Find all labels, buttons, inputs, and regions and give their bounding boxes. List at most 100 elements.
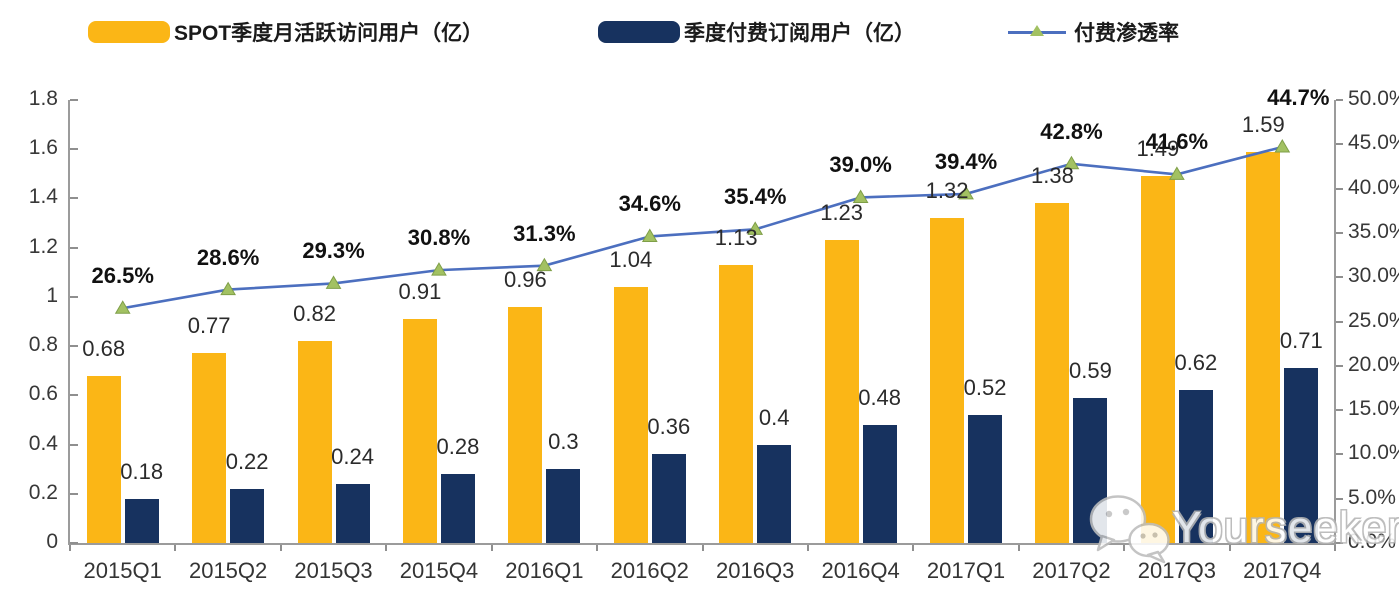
mau-value-label: 0.68 bbox=[82, 335, 126, 361]
y-axis-tick bbox=[70, 345, 78, 348]
x-axis-tick-label: 2015Q2 bbox=[188, 558, 268, 583]
mau-value-label: 1.23 bbox=[820, 200, 864, 226]
x-axis-line bbox=[68, 543, 1335, 545]
y-axis-tick-label: 1.2 bbox=[28, 234, 58, 258]
x-axis-tick-label: 2016Q3 bbox=[716, 558, 795, 583]
y-axis-tick-label-right: 25.0% bbox=[1348, 308, 1399, 332]
triangle-marker bbox=[325, 275, 342, 289]
x-axis-tick-label: 2017Q4 bbox=[1243, 558, 1322, 583]
triangle-marker bbox=[641, 228, 658, 242]
bar-sub bbox=[124, 498, 159, 543]
y-axis-tick-label: 0 bbox=[46, 530, 58, 553]
y-axis-tick-label-right: 0.0% bbox=[1348, 530, 1396, 553]
bar-sub bbox=[757, 444, 792, 543]
x-axis-tick bbox=[1228, 545, 1231, 551]
y-axis-tick bbox=[70, 148, 78, 151]
y-axis-tick bbox=[70, 542, 78, 544]
y-axis-tick bbox=[70, 197, 78, 200]
y-axis-tick bbox=[70, 295, 78, 298]
penetration-label: 30.8% bbox=[407, 225, 471, 251]
y-axis-tick-label: 0.4 bbox=[28, 431, 58, 455]
bar-mau bbox=[613, 287, 648, 543]
mau-value-label: 1.04 bbox=[609, 247, 653, 273]
watermark: Yourseeker bbox=[1086, 492, 1399, 564]
sub-value-label: 0.71 bbox=[1279, 328, 1323, 354]
y-axis-tick-right bbox=[1336, 542, 1343, 544]
sub-value-label: 0.62 bbox=[1174, 350, 1218, 376]
y-axis-tick-right bbox=[1336, 497, 1343, 500]
y-axis-tick-label-right: 10.0% bbox=[1348, 441, 1399, 465]
y-axis-tick-label: 1.6 bbox=[28, 136, 58, 160]
y-axis-tick-right bbox=[1336, 187, 1343, 190]
x-axis-tick bbox=[806, 545, 809, 551]
x-axis-tick bbox=[1334, 545, 1336, 551]
y-axis-tick bbox=[70, 492, 78, 495]
x-axis-tick bbox=[1017, 545, 1020, 551]
y-axis-tick-right bbox=[1336, 409, 1343, 412]
bar-sub bbox=[335, 483, 370, 543]
y-axis-tick-right bbox=[1336, 99, 1343, 101]
x-axis-tick bbox=[596, 545, 599, 551]
x-axis-tick bbox=[912, 545, 915, 551]
x-axis-tick bbox=[279, 545, 282, 551]
bar-sub bbox=[230, 488, 265, 543]
x-axis-tick-label: 2016Q2 bbox=[610, 558, 689, 583]
penetration-label: 39.0% bbox=[829, 152, 892, 178]
sub-value-label: 0.3 bbox=[548, 429, 579, 455]
mau-value-label: 0.82 bbox=[293, 301, 336, 327]
penetration-label: 42.8% bbox=[1040, 118, 1103, 144]
sub-value-label: 0.22 bbox=[225, 448, 269, 474]
sub-value-label: 0.4 bbox=[758, 404, 790, 430]
bar-mau bbox=[192, 353, 227, 543]
y-axis-tick-right bbox=[1336, 276, 1343, 279]
y-axis-tick-right bbox=[1336, 453, 1343, 456]
bar-sub bbox=[651, 454, 686, 543]
y-axis-tick-label: 0.8 bbox=[28, 333, 58, 357]
penetration-label: 29.3% bbox=[302, 238, 365, 264]
legend-triangle-marker-icon bbox=[1030, 25, 1044, 36]
y-axis-tick-label-right: 20.0% bbox=[1348, 352, 1399, 376]
triangle-marker bbox=[220, 281, 236, 296]
mau-value-label: 1.38 bbox=[1031, 163, 1074, 189]
y-axis-tick-label: 0.2 bbox=[28, 480, 58, 504]
y-axis-tick-right bbox=[1336, 364, 1343, 367]
y-axis-tick-label-right: 50.0% bbox=[1348, 87, 1399, 110]
y-axis-tick bbox=[70, 443, 78, 446]
x-axis-tick-label: 2015Q3 bbox=[294, 558, 373, 583]
legend-swatch bbox=[88, 21, 170, 43]
penetration-label: 26.5% bbox=[91, 263, 154, 289]
sub-value-label: 0.18 bbox=[120, 458, 164, 484]
y-axis-tick bbox=[70, 394, 78, 397]
y-axis-tick-label-right: 40.0% bbox=[1348, 175, 1399, 199]
x-axis-tick bbox=[1123, 545, 1126, 551]
x-axis-tick-label: 2015Q1 bbox=[83, 558, 162, 583]
legend-label: 付费渗透率 bbox=[1074, 22, 1179, 45]
x-axis-tick bbox=[385, 545, 388, 551]
x-axis-tick bbox=[490, 545, 493, 551]
y-axis-tick bbox=[70, 99, 78, 101]
mau-value-label: 0.96 bbox=[503, 266, 547, 292]
y-axis-tick-label: 0.6 bbox=[28, 382, 58, 406]
mau-value-label: 1.59 bbox=[1241, 111, 1285, 137]
y-axis-tick bbox=[70, 246, 78, 249]
triangle-marker bbox=[431, 262, 447, 276]
legend-item-subscribers: 季度付费订阅用户（亿） bbox=[598, 18, 915, 46]
y-axis-tick-label-right: 5.0% bbox=[1348, 485, 1396, 509]
x-axis-tick-label: 2017Q2 bbox=[1032, 558, 1111, 583]
penetration-label: 41.6% bbox=[1145, 129, 1209, 155]
x-axis-tick-label: 2015Q4 bbox=[399, 558, 479, 583]
y-axis-tick-right bbox=[1336, 320, 1343, 323]
x-axis-tick-label: 2017Q3 bbox=[1137, 558, 1217, 583]
triangle-marker bbox=[1274, 138, 1291, 153]
bar-sub bbox=[968, 415, 1003, 543]
legend-swatch bbox=[598, 21, 680, 43]
penetration-label: 44.7% bbox=[1267, 84, 1330, 110]
x-axis-tick-label: 2016Q1 bbox=[505, 558, 584, 583]
sub-value-label: 0.48 bbox=[858, 384, 902, 410]
penetration-label: 28.6% bbox=[196, 244, 260, 270]
bar-sub bbox=[1178, 390, 1213, 543]
sub-value-label: 0.28 bbox=[436, 434, 480, 460]
penetration-label: 39.4% bbox=[934, 148, 998, 174]
mau-value-label: 0.91 bbox=[398, 279, 442, 305]
